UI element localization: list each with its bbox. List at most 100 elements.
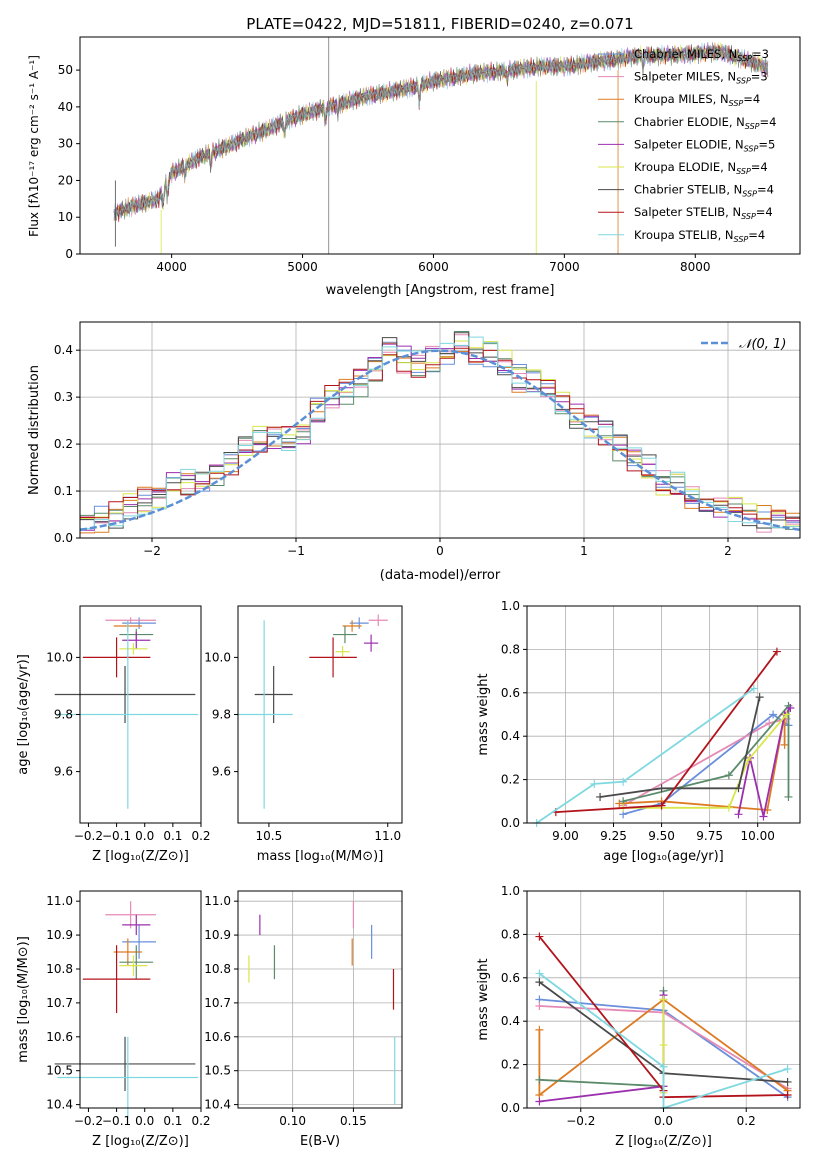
panel-y-label: 10.9 <box>46 928 73 942</box>
panel-y-label: 10.6 <box>204 1030 231 1044</box>
histogram-legend: 𝒩(0, 1) <box>701 337 786 352</box>
histogram-x-label: 1 <box>580 544 588 558</box>
weight-marker <box>783 1077 792 1086</box>
panel-y-label: age [log₁₀(age/yr)] <box>16 654 31 775</box>
panel-x-label: Z [log₁₀(Z/Z⊙)] <box>92 1134 189 1149</box>
legend-subscript: SSP <box>744 144 759 153</box>
weight-marker <box>657 801 666 810</box>
weight-marker <box>615 799 624 808</box>
spectrum-y-ticks: 0 10 20 30 40 50 <box>58 63 80 261</box>
panel-x-label: 11.0 <box>374 829 401 843</box>
panel-y-label: 0.2 <box>501 773 520 787</box>
weight-marker <box>782 710 791 719</box>
legend-count: =4 <box>756 205 773 219</box>
panel-y-label: 10.6 <box>46 1030 73 1044</box>
legend-label: Chabrier MILES, NSSP=3 <box>634 47 769 63</box>
panel-x-label: 0.0 <box>654 1114 673 1128</box>
histogram-y-label: Normed distribution <box>27 365 42 495</box>
spectrum-y-label: 30 <box>58 137 73 151</box>
weight-series-line <box>538 972 788 1110</box>
spectrum-x-label: 4000 <box>156 260 187 274</box>
weight-marker <box>784 792 793 801</box>
spectrum-x-label: 5000 <box>287 260 318 274</box>
spectrum-y-label: 0 <box>65 247 73 261</box>
legend-count: =4 <box>760 115 777 129</box>
legend-label: Kroupa MILES, NSSP=4 <box>634 92 760 108</box>
panel-x-label: 0.15 <box>340 1114 367 1128</box>
histogram-y-label: 0.2 <box>54 437 73 451</box>
spectrum-y-label: 40 <box>58 100 73 114</box>
panel-x-label: −0.1 <box>102 829 131 843</box>
legend-count: =3 <box>752 47 769 61</box>
panel-y-label: 0.4 <box>501 729 520 743</box>
weight-marker <box>659 995 668 1004</box>
panel-y-label: mass [log₁₀(M/M⊙)] <box>16 936 31 1063</box>
spectrum-title: PLATE=0422, MJD=51811, FIBERID=0240, z=0… <box>246 15 633 33</box>
weight-marker <box>659 1041 668 1050</box>
legend-count: =4 <box>748 228 765 242</box>
weight-marker <box>755 693 764 702</box>
weight-series-line <box>622 703 790 803</box>
panel-y-label: 10.8 <box>46 962 73 976</box>
weight-marker <box>535 932 544 941</box>
spectrum-x-label: 7000 <box>549 260 580 274</box>
weight-series-line <box>599 696 761 798</box>
legend-normal-label: 𝒩(0, 1) <box>739 337 786 352</box>
legend-count: =5 <box>758 137 775 151</box>
panel-y-label: 10.5 <box>204 1064 231 1078</box>
panel-y-label: 10.7 <box>46 996 73 1010</box>
spectrum-legend: Chabrier MILES, NSSP=3 Salpeter MILES, NS… <box>598 47 776 244</box>
panel-x-label: 10.00 <box>741 829 775 843</box>
legend-subscript: SSP <box>741 212 756 221</box>
panel-x-label: 9.25 <box>600 829 627 843</box>
panel-y-label: 10.9 <box>204 928 231 942</box>
legend-count: =4 <box>751 160 768 174</box>
weight-marker <box>724 771 733 780</box>
panel-weight-vs-z: −0.2 0.0 0.2 0.0 0.2 0.4 0.6 0.8 1.0 Z [log₁₀(Z/Z… <box>476 884 801 1149</box>
panel-y-label: 10.0 <box>204 650 231 664</box>
panel-x-label: 0.1 <box>163 829 182 843</box>
panel-x-label: mass [log₁₀(M/M⊙)] <box>257 849 384 864</box>
panel-weight-vs-age: 9.00 9.25 9.50 9.75 10.00 0.0 0.2 0.4 0.6 0.8 1.0 a… <box>476 599 801 864</box>
panel-y-label: 0.2 <box>501 1058 520 1072</box>
weight-marker <box>765 719 774 728</box>
weight-series-line <box>622 717 787 807</box>
weight-marker <box>619 777 628 786</box>
weight-marker <box>535 978 544 987</box>
weight-marker <box>535 1075 544 1084</box>
panel-x-label: 0.0 <box>135 829 154 843</box>
panel-y-label: 1.0 <box>501 599 520 613</box>
spectrum-y-label: 20 <box>58 173 73 187</box>
panel-y-label: 9.6 <box>54 765 73 779</box>
panel-x-label: 10.5 <box>256 829 283 843</box>
weight-series-line <box>538 998 789 1097</box>
panel-y-label: 10.4 <box>204 1098 231 1112</box>
spectrum-y-label: Flux [fλ10⁻¹⁷ erg cm⁻² s⁻¹ A⁻¹] <box>27 55 41 237</box>
weight-marker <box>772 647 781 656</box>
panel-x-label: 0.10 <box>279 1114 306 1128</box>
legend-count: =3 <box>751 70 768 84</box>
legend-count: =4 <box>743 92 760 106</box>
legend-subscript: SSP <box>742 190 757 199</box>
panel-y-label: mass weight <box>476 958 491 1040</box>
histogram-x-label: −2 <box>143 544 161 558</box>
weight-marker <box>535 1097 544 1106</box>
panel-x-label: 0.1 <box>163 1114 182 1128</box>
weight-marker <box>783 1064 792 1073</box>
histogram-panel: −2 −1 0 1 2 0.0 0.1 0.2 0.3 0.4 (data-model)/err… <box>27 321 801 583</box>
legend-subscript: SSP <box>736 167 751 176</box>
histogram-y-label: 0.0 <box>54 531 73 545</box>
histogram-x-ticks: −2 −1 0 1 2 <box>143 538 732 558</box>
panel-x-label: 0.2 <box>737 1114 756 1128</box>
legend-subscript: SSP <box>736 77 751 86</box>
panel-y-label: 10.5 <box>46 1064 73 1078</box>
legend-subscript: SSP <box>745 122 760 131</box>
legend-subscript: SSP <box>729 99 744 108</box>
panel-y-label: 9.8 <box>54 708 73 722</box>
histogram-x-label: −1 <box>287 544 305 558</box>
weight-marker <box>759 812 768 821</box>
histogram-y-label: 0.1 <box>54 484 73 498</box>
panel-age-vs-z: −0.2−0.1 0.0 0.1 0.2 9.6 9.8 10.0 Z [log₁₀(Z/Z⊙… <box>16 605 211 864</box>
panel-x-label: age [log₁₀(age/yr)] <box>603 849 724 864</box>
histogram-x-label: (data-model)/error <box>380 568 501 583</box>
